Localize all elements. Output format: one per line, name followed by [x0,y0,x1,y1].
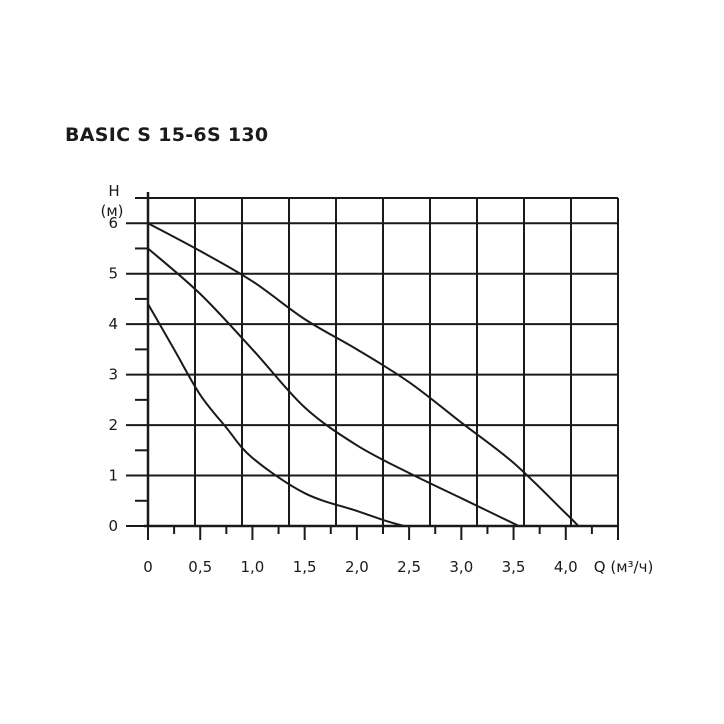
axes [126,192,619,540]
y-tick-label: 2 [108,416,118,434]
chart-title: BASIC S 15-6S 130 [65,124,269,146]
labels: 0 1 2 3 4 5 6 0 0,5 1,0 1,5 2,0 2,5 3,0 3,5 4,0 H (м) Q (м… [100,182,653,576]
x-tick-label: 3,5 [502,558,526,576]
x-axis-label: Q (м³/ч) [594,558,654,576]
y-tick-label: 5 [108,265,118,283]
x-tick-label: 0 [143,558,153,576]
series-line-2 [147,247,520,527]
y-tick-label: 3 [108,366,118,384]
y-tick-label: 1 [108,467,118,485]
x-tick-label: 3,0 [449,558,473,576]
y-tick-label: 4 [108,315,118,333]
series-line-1 [147,222,580,527]
x-tick-label: 2,0 [345,558,369,576]
series-group [147,222,580,527]
x-tick-label: 0,5 [188,558,212,576]
y-tick-label: 0 [108,517,118,535]
x-tick-label: 2,5 [397,558,421,576]
x-tick-label: 1,0 [241,558,265,576]
grid [148,197,619,526]
series-line-3 [147,303,405,527]
y-tick-label: 6 [108,214,118,232]
x-tick-label: 1,5 [293,558,317,576]
x-tick-label: 4,0 [554,558,578,576]
y-axis-label: H [108,182,119,200]
y-axis-unit: (м) [100,202,123,220]
